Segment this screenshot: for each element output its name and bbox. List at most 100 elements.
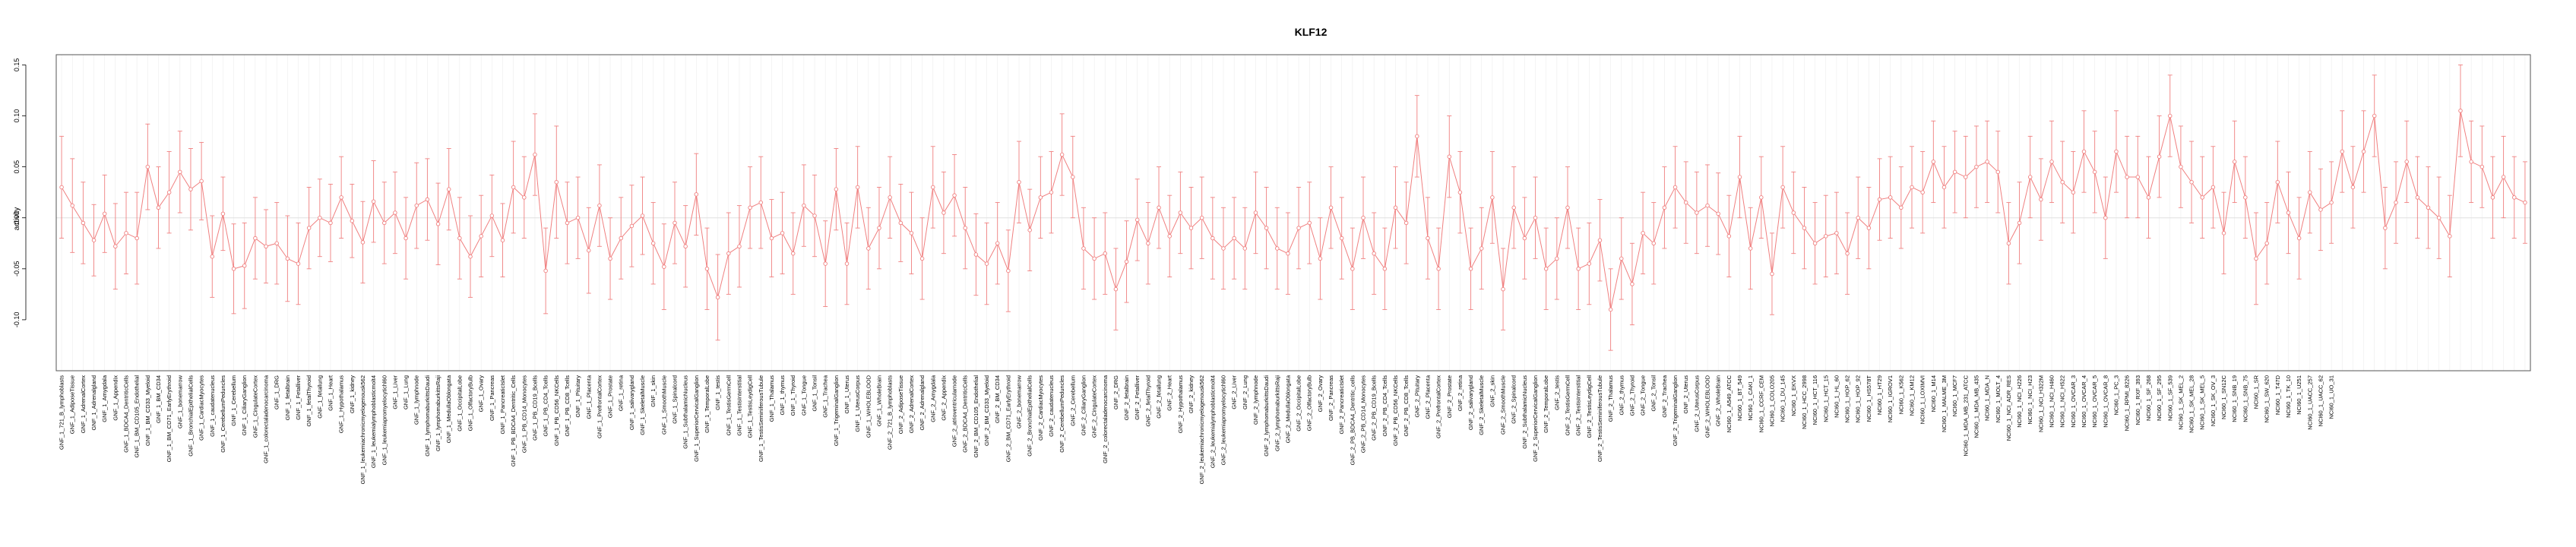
data-point xyxy=(1565,205,1570,210)
data-point xyxy=(1210,236,1215,241)
x-tick-label: GNF_2_Hypothalamus xyxy=(1177,375,1184,434)
data-point xyxy=(704,267,710,271)
data-point xyxy=(1845,251,1850,256)
data-point xyxy=(2157,154,2162,159)
data-point xyxy=(2189,179,2194,185)
data-point xyxy=(1436,267,1441,271)
data-point xyxy=(1017,179,1021,185)
data-point xyxy=(629,223,635,229)
data-point xyxy=(2404,160,2409,164)
data-point xyxy=(489,213,495,218)
x-tick-label: GNF_2_Lung xyxy=(1242,375,1248,409)
x-tick-label: GNF_2_PB_CD19_Bcells xyxy=(1371,375,1378,441)
data-point xyxy=(1823,234,1828,239)
x-tick-label: NCI60_1_NCI_H460 xyxy=(2049,375,2055,428)
data-point xyxy=(855,185,860,190)
x-tick-label: GNF_1_leukemiachronicmyelogenousk562 xyxy=(359,375,366,484)
data-point xyxy=(393,210,397,215)
data-point xyxy=(1662,205,1667,210)
data-point xyxy=(2210,185,2216,190)
x-tick-label: GNF_2_WHOLEBLOOD xyxy=(1704,375,1711,438)
y-tick-label: 0.05 xyxy=(13,160,21,174)
x-tick-label: GNF_1_skin xyxy=(650,375,657,407)
x-tick-label: GNF_2_fetallung xyxy=(1156,375,1163,419)
x-tick-label: GNF_2_leukemiachronicmyelogenousk562 xyxy=(1198,375,1205,484)
data-point xyxy=(780,231,785,236)
x-tick-label: GNF_2_Trachea xyxy=(1661,375,1668,417)
data-point xyxy=(1221,246,1226,251)
data-point xyxy=(1124,259,1129,264)
x-tick-label: GNF_1_Trachea xyxy=(822,375,829,417)
x-tick-label: GNF_2_BronchialEpithelialCells xyxy=(1027,375,1033,457)
x-tick-label: GNF_1_thymus xyxy=(779,375,786,416)
x-tick-label: GNF_2_CiliaryGanglion xyxy=(1080,375,1087,435)
data-point xyxy=(1457,190,1463,194)
x-tick-label: GNF_1_SuperiorCervicalGanglion xyxy=(693,375,700,462)
x-tick-label: NCI60_1_HCT_116 xyxy=(1812,375,1818,425)
x-tick-label: GNF_1_BM_CD105_Endothelial xyxy=(134,375,141,458)
data-point xyxy=(769,236,774,241)
data-point xyxy=(2361,149,2366,154)
data-point xyxy=(2071,190,2076,194)
data-point xyxy=(2264,241,2269,246)
data-point xyxy=(1920,190,1925,194)
data-point xyxy=(2081,149,2087,154)
data-point xyxy=(1812,241,1818,246)
x-tick-label: GNF_1_OlfactoryBulb xyxy=(467,375,474,431)
x-tick-label: NCI60_1_NCI_H322M xyxy=(2037,375,2044,432)
x-tick-label: NCI60_1_OVCAR_5 xyxy=(2091,375,2098,428)
x-tick-label: NCI60_1_OVCAR_4 xyxy=(2081,375,2087,428)
data-point xyxy=(1253,210,1258,215)
x-tick-label: NCI60_1_TK_10 xyxy=(2285,375,2292,418)
data-point xyxy=(2060,179,2065,185)
x-tick-label: NCI60_1_HCC_2998 xyxy=(1801,375,1808,429)
x-tick-label: NCI60_1_MDA_MB_435 xyxy=(1973,375,1979,438)
x-tick-label: GNF_2_TestisSeminiferousTubule xyxy=(1597,375,1603,462)
x-tick-label: NCI60_1_SNB_19 xyxy=(2231,375,2238,422)
data-point xyxy=(1619,256,1624,261)
data-point xyxy=(2394,200,2398,205)
x-tick-label: NCI60_1_SK_OV_3 xyxy=(2210,375,2217,426)
data-point xyxy=(1641,231,1645,236)
data-point xyxy=(285,256,290,261)
x-tick-label: GNF_2_PB_BDCA4_Dentritic_cells xyxy=(1349,375,1356,466)
x-tick-label: GNF_2_PB_CD56_NKCells xyxy=(1392,375,1399,446)
x-tick-label: GNF_2_Liver xyxy=(1231,375,1238,409)
data-point xyxy=(2501,175,2506,179)
data-point xyxy=(1103,251,1108,256)
x-tick-label: GNF_1_TestisLeydigCell xyxy=(747,375,754,438)
x-tick-label: GNF_2_TrigeminalGanglion xyxy=(1672,375,1679,446)
x-tick-label: GNF_1_MedullaOblongata xyxy=(445,375,452,443)
x-tick-label: GNF_2_TemporalLobe xyxy=(1543,375,1549,433)
data-point xyxy=(995,241,1000,246)
x-tick-label: GNF_1_CiliaryGanglion xyxy=(241,375,248,435)
data-point xyxy=(274,241,279,246)
data-point xyxy=(134,236,139,241)
data-point xyxy=(210,254,215,259)
data-point xyxy=(543,268,548,274)
series-line xyxy=(61,110,2526,310)
x-tick-label: GNF_2_SkeletalMuscle xyxy=(1478,375,1485,435)
data-point xyxy=(1113,286,1119,292)
data-point xyxy=(403,236,408,241)
data-point xyxy=(597,203,602,208)
data-point xyxy=(70,203,74,208)
data-point xyxy=(242,264,247,268)
x-tick-label: GNF_2_Fetalliver xyxy=(1134,375,1141,420)
data-point xyxy=(1726,234,1732,239)
data-point xyxy=(2415,195,2420,200)
data-point xyxy=(1167,234,1172,239)
data-point xyxy=(1630,282,1635,286)
x-tick-label: NCI60_1_HOP_92 xyxy=(1855,375,1862,423)
x-tick-label: GNF_2_Pancreas xyxy=(1328,375,1334,421)
data-point xyxy=(145,164,150,169)
data-point xyxy=(586,248,591,253)
x-tick-label: GNF_1_PB_CD19_Bcells xyxy=(531,375,538,441)
x-tick-label: GNF_1_retina xyxy=(618,375,625,411)
x-tick-label: GNF_1_CerebellumPeduncles xyxy=(220,375,226,453)
data-point xyxy=(479,234,483,239)
data-point xyxy=(2254,256,2258,261)
x-tick-label: GNF_1_PB_CD4_Tcells xyxy=(543,375,549,437)
x-tick-label: NCI60_1_IGROV1 xyxy=(1887,375,1894,422)
data-point xyxy=(1899,205,1904,210)
